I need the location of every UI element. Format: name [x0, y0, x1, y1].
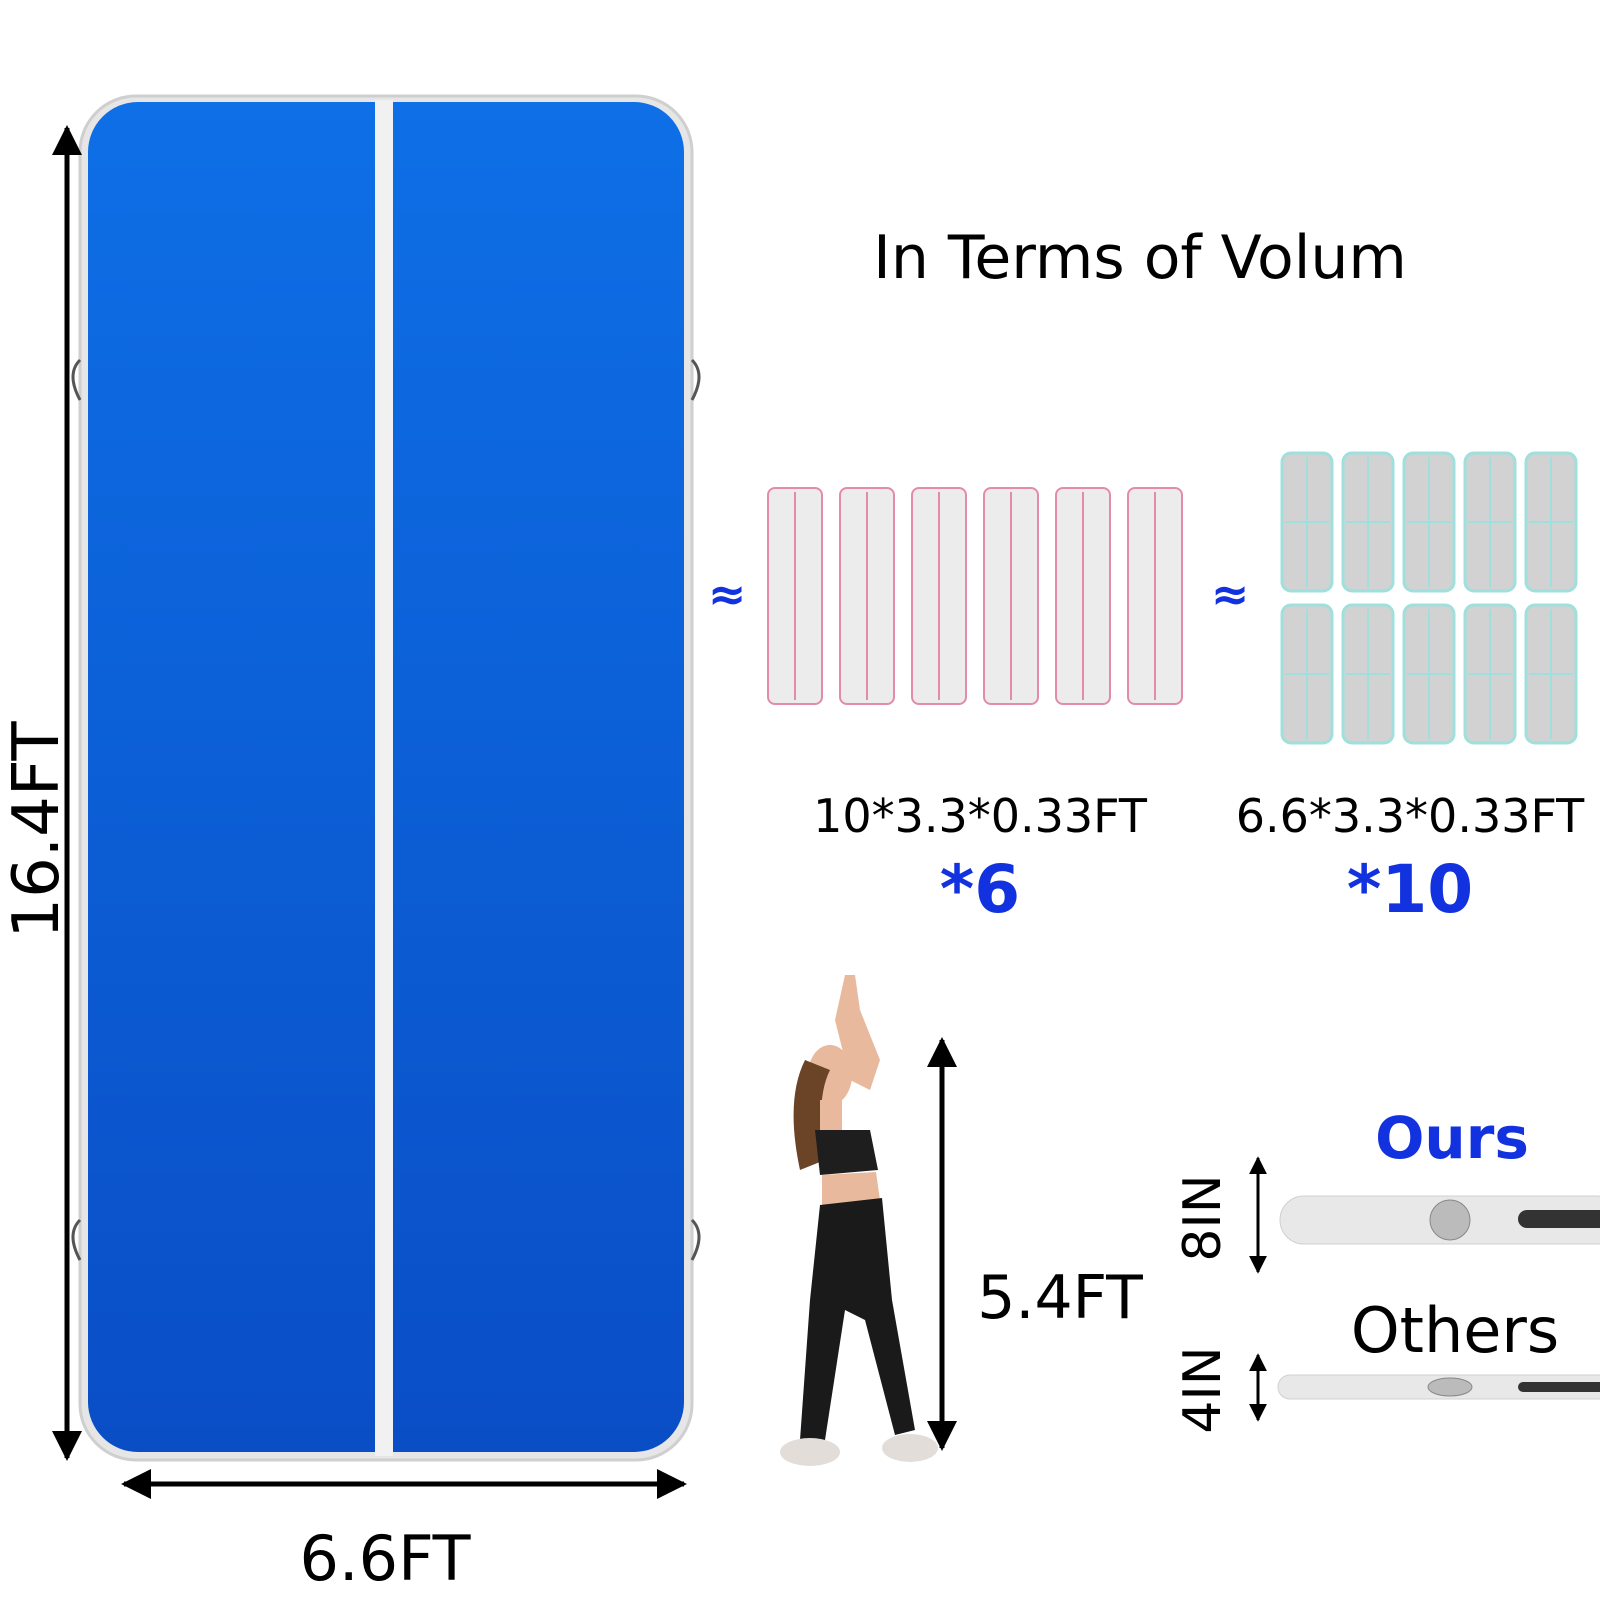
mat-width-label: 6.6FT — [299, 1522, 471, 1595]
person-height-label: 5.4FT — [977, 1263, 1143, 1333]
handle — [1518, 1210, 1600, 1228]
size-label: 6.6*3.3*0.33FT — [1236, 789, 1585, 843]
ours-label: Ours — [1375, 1104, 1529, 1172]
count-label: *10 — [1347, 851, 1473, 928]
pink-mats — [767, 487, 1183, 705]
handle — [690, 358, 701, 401]
title: In Terms of Volum — [873, 223, 1407, 293]
valve — [1429, 1199, 1471, 1241]
person — [780, 975, 938, 1466]
shoe — [882, 1434, 938, 1462]
teal-mats — [1280, 451, 1578, 745]
valve — [1427, 1377, 1473, 1397]
others-label: Others — [1351, 1294, 1559, 1367]
approx-sign: ≈ — [1211, 567, 1250, 621]
others-thickness: 4IN — [1173, 1346, 1233, 1433]
main-mat — [71, 94, 701, 1462]
handle — [690, 1218, 701, 1261]
mat-seam — [375, 100, 393, 1456]
waist — [822, 1172, 880, 1205]
ours-thickness: 8IN — [1173, 1174, 1233, 1261]
approx-sign: ≈ — [708, 567, 747, 621]
neck — [820, 1100, 842, 1130]
top — [815, 1130, 878, 1175]
shoe — [780, 1438, 840, 1466]
count-label: *6 — [940, 851, 1020, 928]
leggings — [800, 1198, 915, 1440]
handle — [1518, 1382, 1600, 1392]
size-label: 10*3.3*0.33FT — [813, 789, 1148, 843]
mat-height-label: 16.4FT — [0, 720, 74, 938]
